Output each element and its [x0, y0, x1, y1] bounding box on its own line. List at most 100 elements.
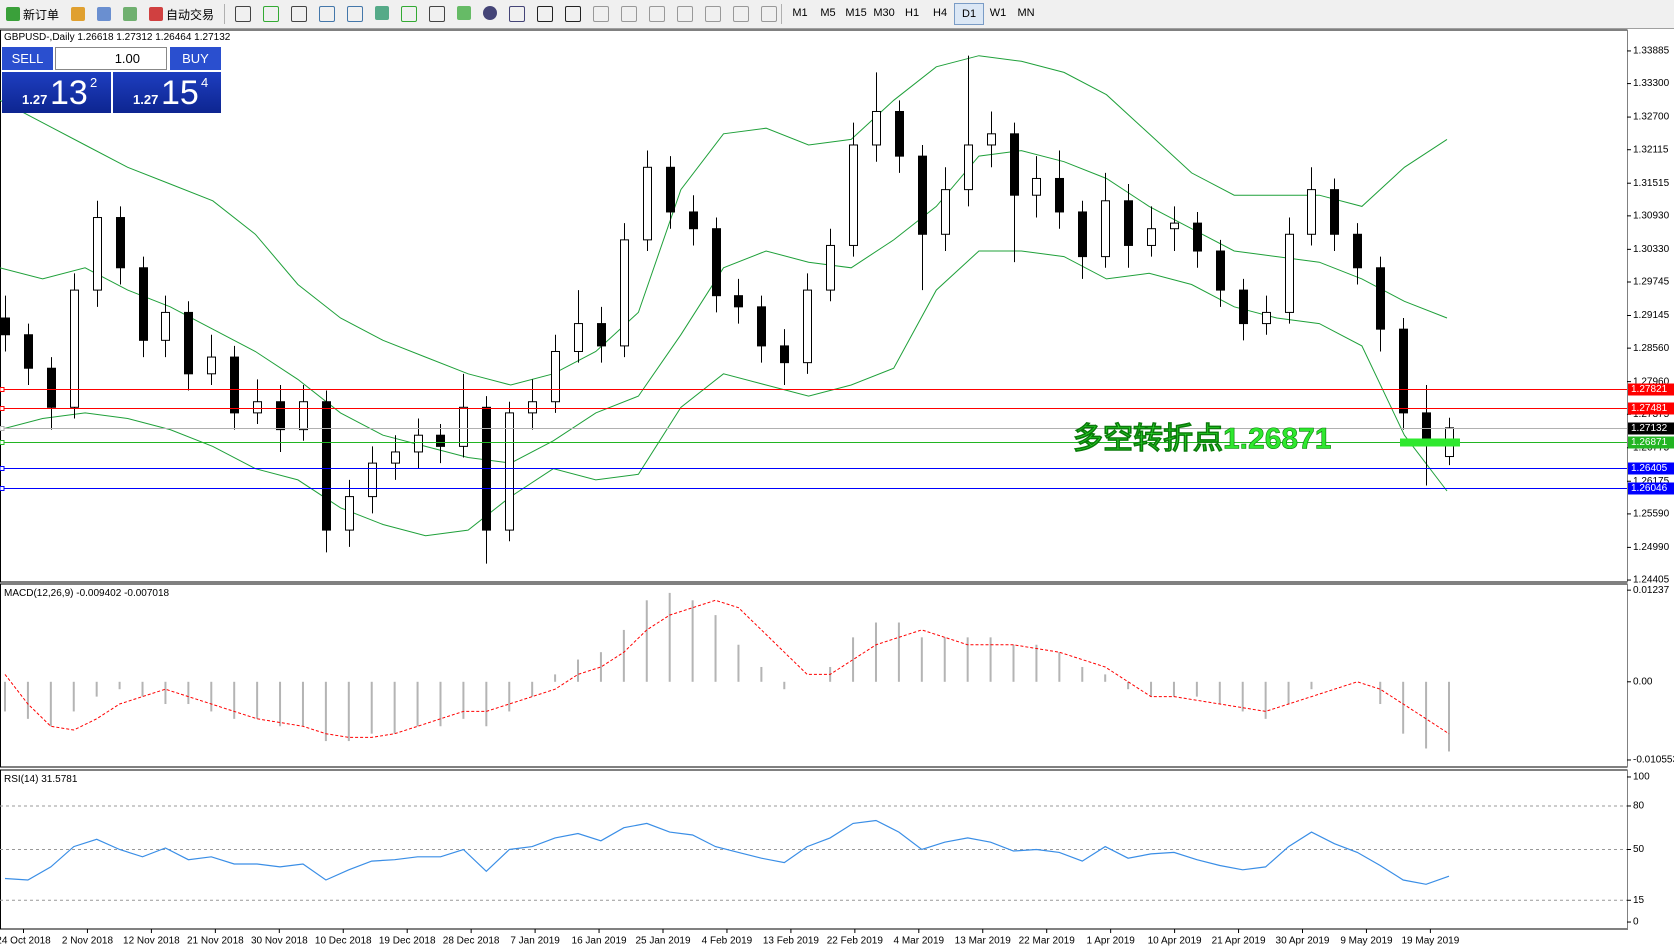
timeframe-button[interactable]: W1	[989, 7, 1007, 19]
header-part: -0.007018	[124, 588, 169, 599]
icon[interactable]	[97, 7, 112, 21]
icon[interactable]	[509, 6, 526, 22]
price-label: 1.26871	[1631, 437, 1668, 448]
icon[interactable]	[537, 6, 554, 22]
macd-bar	[324, 681, 327, 742]
header-part: 31.5781	[41, 774, 78, 785]
macd-bar	[118, 681, 121, 690]
panel-frame	[0, 583, 1628, 768]
y-tick-label: 1.28560	[1633, 343, 1670, 354]
icon[interactable]	[291, 6, 308, 22]
timeframe-button[interactable]: M30	[873, 7, 895, 19]
candle-body	[47, 367, 56, 408]
y-tick-label: 1.29145	[1633, 310, 1670, 321]
icon[interactable]	[429, 6, 446, 22]
timeframe-button[interactable]: M1	[792, 7, 808, 19]
timeframe-button[interactable]: M5	[820, 7, 836, 19]
candle-body	[826, 244, 835, 291]
timeframe-button[interactable]: M15	[845, 7, 867, 19]
candle-body	[987, 133, 996, 146]
icon[interactable]	[621, 6, 638, 22]
icon[interactable]	[235, 6, 252, 22]
icon[interactable]	[347, 6, 364, 22]
icon[interactable]	[375, 6, 390, 20]
lot-input[interactable]: 1.00	[55, 47, 167, 70]
x-tick-label: 1 Apr 2019	[1086, 936, 1135, 947]
candle-body	[1262, 311, 1271, 325]
macd-bar	[1310, 681, 1313, 690]
timeframe-button[interactable]: D1	[954, 3, 985, 25]
auto-trading-button[interactable]: 自动交易	[143, 3, 220, 25]
chart-tools	[235, 6, 778, 22]
header-part: 1.27132	[194, 32, 231, 43]
x-tick-label: 10 Dec 2018	[315, 936, 372, 947]
icon[interactable]	[319, 6, 336, 22]
macd-bar	[737, 644, 740, 682]
axis-area	[1627, 29, 1674, 929]
x-tick-label: 22 Mar 2019	[1019, 936, 1076, 947]
icon[interactable]	[705, 6, 722, 22]
price-pips: 15	[161, 74, 199, 112]
timeframe-button[interactable]: H4	[933, 7, 948, 19]
ask-price[interactable]: 1.27 15 4	[113, 72, 221, 113]
candle-body	[918, 155, 927, 235]
macd-bar	[852, 637, 855, 682]
icon[interactable]	[457, 6, 472, 20]
macd-bar	[874, 622, 877, 682]
buy-button[interactable]: BUY	[170, 47, 221, 70]
macd-bar	[393, 681, 396, 734]
candle-body	[528, 401, 537, 414]
macd-bar	[439, 681, 442, 727]
new-order-button[interactable]: 新订单	[0, 3, 65, 25]
timeframe-button[interactable]: H1	[905, 7, 920, 19]
price-label: 1.26405	[1631, 463, 1668, 474]
toolbar: 新订单 自动交易 M1 M5 M15 M30 H1 H4 D1 W1 MN	[0, 0, 1674, 29]
macd-bar	[49, 681, 52, 727]
x-tick-label: 22 Feb 2019	[827, 936, 884, 947]
macd-bar	[1195, 681, 1198, 697]
y-tick-label: 100	[1633, 772, 1650, 783]
price-label: 1.26046	[1631, 483, 1668, 494]
candle-body	[1055, 177, 1064, 213]
icon	[149, 7, 164, 21]
candle-body	[24, 334, 33, 369]
separator	[224, 4, 226, 24]
timeframe-button[interactable]: MN	[1017, 7, 1035, 19]
icon[interactable]	[761, 6, 778, 22]
price-point: 4	[201, 75, 209, 90]
candle-body	[230, 356, 239, 414]
icon[interactable]	[483, 6, 498, 20]
icon[interactable]	[649, 6, 666, 22]
icon[interactable]	[565, 6, 582, 22]
candle-body	[1285, 233, 1294, 313]
icon[interactable]	[677, 6, 694, 22]
icon[interactable]	[593, 6, 610, 22]
header-part: -0.009402	[76, 588, 121, 599]
macd-bar	[1012, 644, 1015, 682]
icon[interactable]	[71, 7, 86, 21]
macd-bar	[1172, 681, 1175, 697]
macd-bar	[141, 681, 144, 697]
candle-body	[161, 311, 170, 341]
candle-body	[1422, 412, 1431, 442]
icon[interactable]	[733, 6, 750, 22]
macd-bar	[622, 629, 625, 682]
icon[interactable]	[401, 6, 418, 22]
indicator-header: RSI(14) 31.5781	[4, 774, 78, 785]
x-tick-label: 21 Nov 2018	[187, 936, 244, 947]
macd-bar	[554, 674, 557, 682]
indicator-header: MACD(12,26,9) -0.009402 -0.007018	[4, 588, 170, 599]
candle-body	[1399, 328, 1408, 414]
candle-body	[459, 406, 468, 447]
icon[interactable]	[123, 7, 138, 21]
bid-price[interactable]: 1.27 13 2	[2, 72, 111, 113]
sell-button[interactable]: SELL	[2, 47, 53, 70]
icon[interactable]	[263, 6, 280, 22]
macd-bar	[1127, 681, 1130, 690]
macd-bar	[531, 681, 534, 697]
candle-body	[1078, 211, 1087, 258]
macd-bar	[1104, 674, 1107, 682]
macd-bar	[508, 681, 511, 712]
candle-body	[139, 267, 148, 341]
candle-body	[551, 350, 560, 403]
